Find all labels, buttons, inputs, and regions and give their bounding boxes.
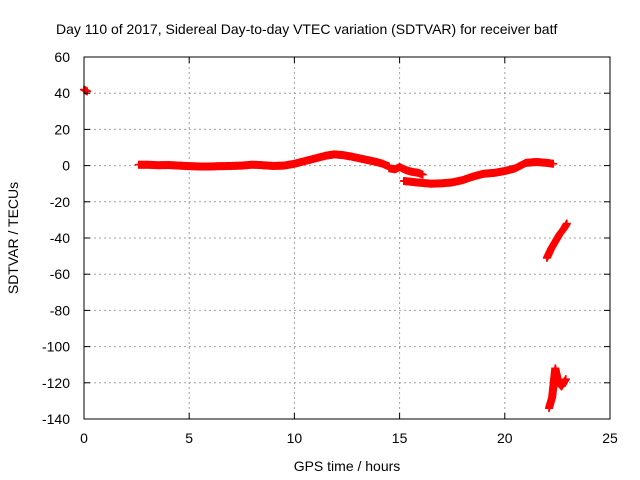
x-tick-label: 15: [392, 430, 408, 446]
data-point: [562, 219, 571, 228]
y-tick-label: -80: [50, 302, 70, 318]
y-tick-label: -60: [50, 266, 70, 282]
y-tick-label: 0: [62, 158, 70, 174]
y-tick-label: -20: [50, 194, 70, 210]
chart-title: Day 110 of 2017, Sidereal Day-to-day VTE…: [56, 21, 557, 37]
y-tick-label: -120: [42, 375, 70, 391]
data-points: [80, 85, 571, 413]
y-tick-label: -100: [42, 339, 70, 355]
x-tick-label: 25: [602, 430, 618, 446]
y-tick-label: 40: [54, 85, 70, 101]
x-tick-label: 20: [497, 430, 513, 446]
x-tick-label: 0: [80, 430, 88, 446]
data-point: [561, 375, 570, 384]
x-tick-label: 10: [287, 430, 303, 446]
y-tick-label: 60: [54, 49, 70, 65]
y-tick-label: -140: [42, 411, 70, 427]
y-axis-title: SDTVAR / TECUs: [5, 182, 21, 294]
y-tick-label: 20: [54, 121, 70, 137]
data-point: [549, 159, 558, 168]
axis-ticks: [83, 56, 611, 420]
axis-tick-labels: 0 5 10 15 20 25 -140 -120 -100 -80 -60 -40 -20 0 20 40 6…: [42, 49, 618, 446]
data-point: [418, 170, 427, 179]
y-tick-label: -40: [50, 230, 70, 246]
x-axis-title: GPS time / hours: [294, 458, 401, 474]
grid-lines: [84, 57, 610, 419]
x-tick-label: 5: [185, 430, 193, 446]
